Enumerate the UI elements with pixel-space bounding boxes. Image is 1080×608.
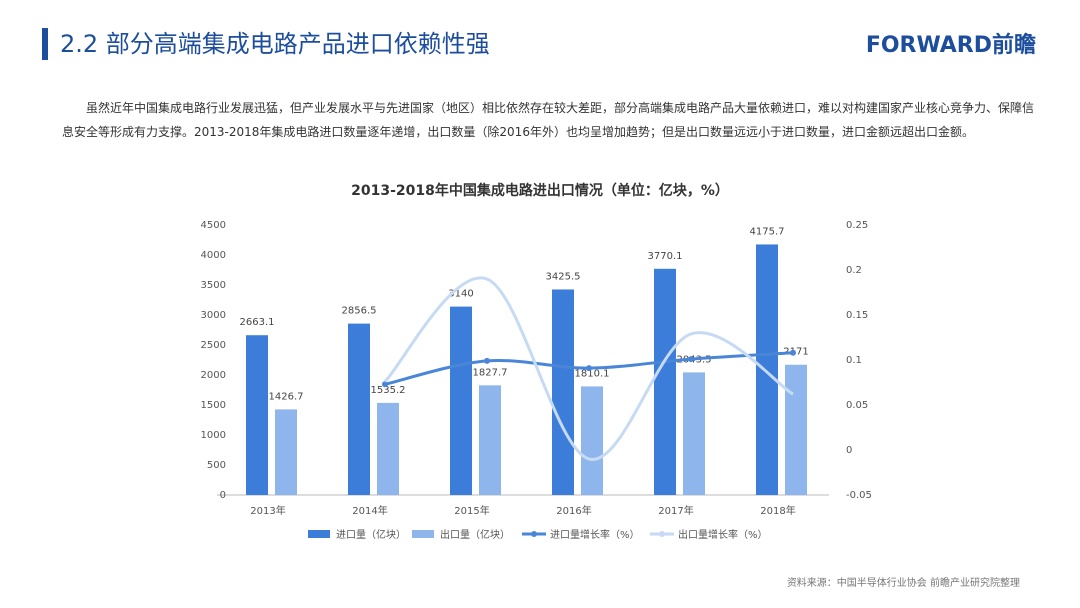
y2-tick-label: 0.2 bbox=[846, 265, 862, 276]
data-label: 3770.1 bbox=[648, 251, 683, 262]
y-tick-label: 0 bbox=[220, 490, 226, 501]
data-label: 1827.7 bbox=[473, 367, 508, 378]
data-label: 4175.7 bbox=[750, 226, 785, 237]
bar bbox=[785, 364, 807, 495]
bar bbox=[450, 306, 472, 495]
paragraph: 虽然近年中国集成电路行业发展迅猛，但产业发展水平与先进国家（地区）相比依然存在较… bbox=[62, 101, 1035, 139]
chart-title: 2013-2018年中国集成电路进出口情况（单位：亿块，%） bbox=[351, 182, 729, 199]
x-tick-label: 2018年 bbox=[760, 504, 795, 517]
bar bbox=[275, 409, 297, 495]
y2-tick-label: 0.1 bbox=[846, 355, 862, 366]
x-tick-label: 2017年 bbox=[658, 504, 693, 517]
y-tick-label: 4500 bbox=[201, 220, 226, 231]
x-tick-label: 2016年 bbox=[556, 504, 591, 517]
y-tick-label: 2500 bbox=[201, 340, 226, 351]
y-tick-label: 3000 bbox=[201, 310, 226, 321]
bar bbox=[377, 402, 399, 495]
x-tick-label: 2015年 bbox=[454, 504, 489, 517]
bar bbox=[552, 289, 574, 495]
y-tick-label: 2000 bbox=[201, 370, 226, 381]
line-point bbox=[688, 356, 694, 363]
legend-label: 出口量增长率（%） bbox=[678, 528, 768, 541]
data-label: 2663.1 bbox=[240, 317, 275, 328]
y-tick-label: 500 bbox=[207, 460, 226, 471]
legend-label: 进口量（亿块） bbox=[336, 528, 406, 541]
bar bbox=[348, 323, 370, 495]
bar bbox=[654, 268, 676, 495]
y2-tick-label: 0.25 bbox=[846, 220, 868, 231]
y-tick-label: 1500 bbox=[201, 400, 226, 411]
legend-label: 进口量增长率（%） bbox=[550, 528, 640, 541]
line-point bbox=[382, 381, 388, 388]
y2-tick-label: -0.05 bbox=[846, 490, 872, 501]
legend-swatch bbox=[412, 530, 434, 538]
y-tick-label: 1000 bbox=[201, 430, 226, 441]
title-bar bbox=[42, 28, 48, 60]
legend-swatch bbox=[531, 531, 537, 537]
line bbox=[383, 276, 794, 461]
data-label: 2171 bbox=[783, 347, 808, 358]
y2-tick-label: 0.05 bbox=[846, 400, 868, 411]
data-label: 1535.2 bbox=[371, 385, 406, 396]
y-tick-label: 4000 bbox=[201, 250, 226, 261]
page-title: 2.2 部分高端集成电路产品进口依赖性强 bbox=[60, 30, 490, 58]
y2-tick-label: 0 bbox=[846, 445, 852, 456]
x-tick-label: 2014年 bbox=[352, 504, 387, 517]
data-label: 1810.1 bbox=[575, 368, 610, 379]
bar bbox=[581, 386, 603, 495]
line-point bbox=[484, 357, 490, 364]
x-tick-label: 2013年 bbox=[250, 504, 285, 517]
logo: FORWARD前瞻 bbox=[866, 32, 1036, 58]
legend-label: 出口量（亿块） bbox=[440, 528, 510, 541]
legend-swatch bbox=[308, 530, 330, 538]
line-point bbox=[586, 365, 592, 372]
y-tick-label: 3500 bbox=[201, 280, 226, 291]
data-label: 3425.5 bbox=[546, 271, 581, 282]
legend-swatch bbox=[659, 531, 665, 537]
bar bbox=[479, 385, 501, 495]
y2-tick-label: 0.15 bbox=[846, 310, 868, 321]
bar bbox=[246, 335, 268, 495]
data-label: 1426.7 bbox=[269, 391, 304, 402]
source: 资料来源：中国半导体行业协会 前瞻产业研究院整理 bbox=[787, 576, 1020, 589]
data-label: 2856.5 bbox=[342, 306, 377, 317]
line-point bbox=[790, 349, 796, 356]
bar bbox=[756, 244, 778, 495]
bar bbox=[683, 372, 705, 495]
data-label: 3140 bbox=[448, 289, 473, 300]
